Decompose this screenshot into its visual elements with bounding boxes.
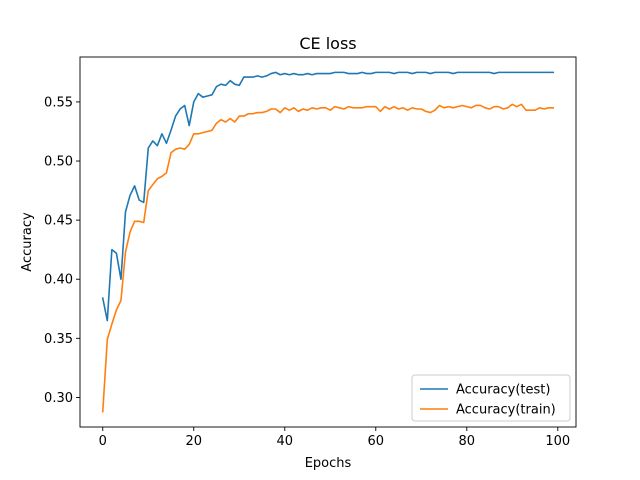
x-axis: 0 20 40 60 80 100 bbox=[99, 427, 570, 449]
x-tick-label: 60 bbox=[368, 434, 385, 449]
plot-area bbox=[79, 56, 577, 428]
y-axis: 0.30 0.35 0.40 0.45 0.50 0.55 bbox=[44, 95, 80, 406]
series-line-0 bbox=[101, 71, 555, 322]
x-tick-label: 80 bbox=[459, 434, 476, 449]
x-tick-label: 20 bbox=[185, 434, 202, 449]
x-tick-label: 40 bbox=[276, 434, 293, 449]
y-tick-label: 0.50 bbox=[44, 155, 73, 170]
legend-box bbox=[411, 374, 571, 422]
series-line-1 bbox=[101, 103, 555, 413]
y-axis-label: Accuracy bbox=[20, 212, 35, 272]
x-axis-label: Epochs bbox=[305, 456, 352, 471]
legend-label-0: Accuracy(test) bbox=[456, 383, 550, 398]
y-tick-label: 0.55 bbox=[44, 95, 73, 110]
legend: Accuracy(test) Accuracy(train) bbox=[411, 374, 571, 422]
y-tick-label: 0.45 bbox=[44, 214, 73, 229]
y-tick-label: 0.30 bbox=[44, 391, 73, 406]
y-tick-label: 0.35 bbox=[44, 332, 73, 347]
x-tick-label: 100 bbox=[545, 434, 570, 449]
legend-label-1: Accuracy(train) bbox=[456, 403, 556, 418]
axes-frame bbox=[79, 56, 577, 428]
chart-title: CE loss bbox=[299, 34, 356, 53]
y-tick-label: 0.40 bbox=[44, 273, 73, 288]
x-tick-label: 0 bbox=[99, 434, 107, 449]
